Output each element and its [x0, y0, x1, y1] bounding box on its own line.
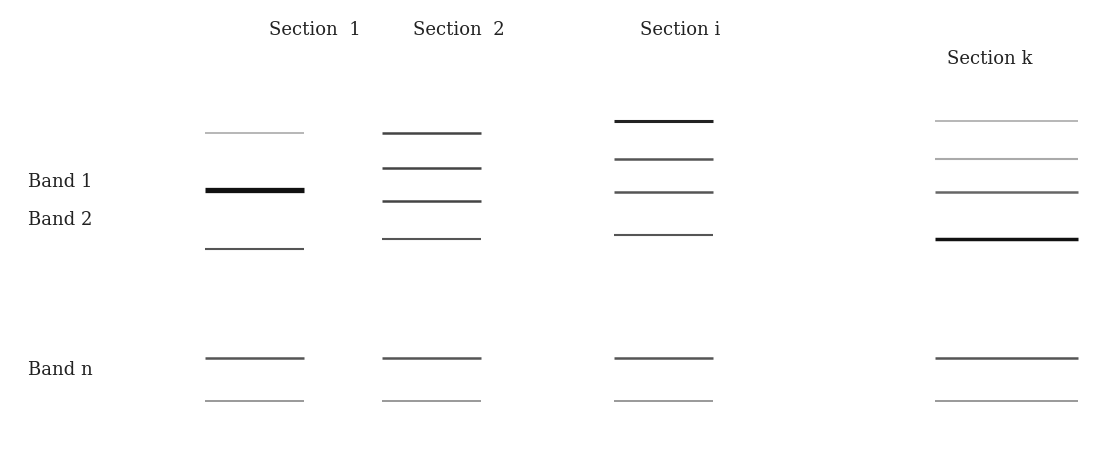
Text: Section k: Section k [947, 50, 1033, 68]
Text: Section i: Section i [640, 21, 720, 39]
Text: Band 1: Band 1 [28, 173, 92, 191]
Text: Section  1: Section 1 [270, 21, 361, 39]
Text: Band 2: Band 2 [28, 211, 92, 229]
Text: Section  2: Section 2 [414, 21, 504, 39]
Text: Band n: Band n [28, 361, 93, 379]
